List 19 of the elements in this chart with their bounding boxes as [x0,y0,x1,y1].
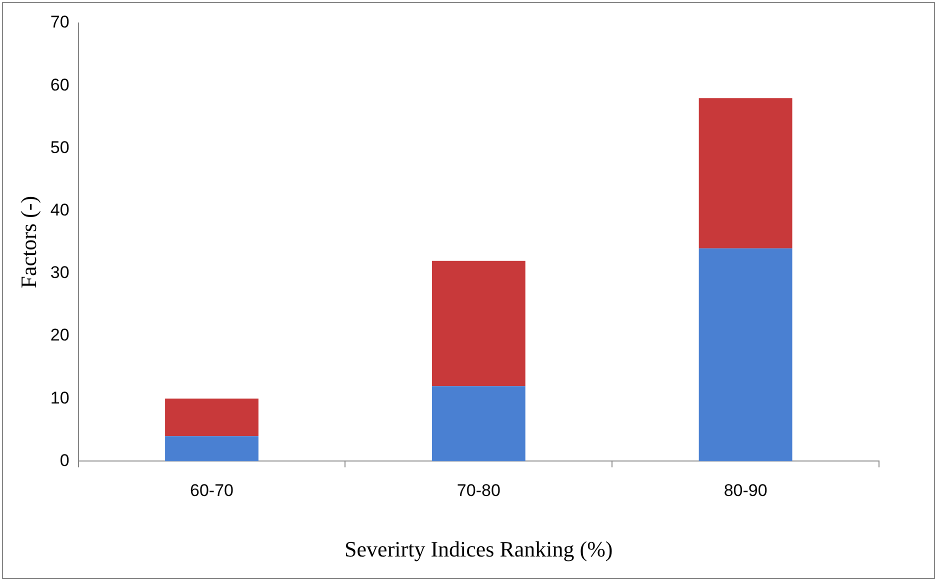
y-tick-label: 70 [50,12,70,32]
y-axis-title: Factors (-) [16,196,41,288]
y-tick-label: 40 [50,200,70,220]
y-tick-label: 50 [50,138,70,157]
y-tick-label: 10 [50,388,70,408]
x-axis-title: Severirty Indices Ranking (%) [344,536,613,562]
bar [165,436,258,462]
bar [432,386,526,462]
y-tick-label: 0 [60,450,70,470]
bar [698,98,792,248]
bar [698,248,792,462]
y-tick-label: 60 [50,75,70,94]
x-tick-label: 70-80 [456,481,500,500]
bar [432,260,526,386]
x-tick-label: 80-90 [724,481,768,500]
bar [165,398,258,436]
y-tick-label: 20 [50,326,70,345]
x-tick-label: 60-70 [190,481,234,500]
y-tick-label: 30 [50,263,70,282]
